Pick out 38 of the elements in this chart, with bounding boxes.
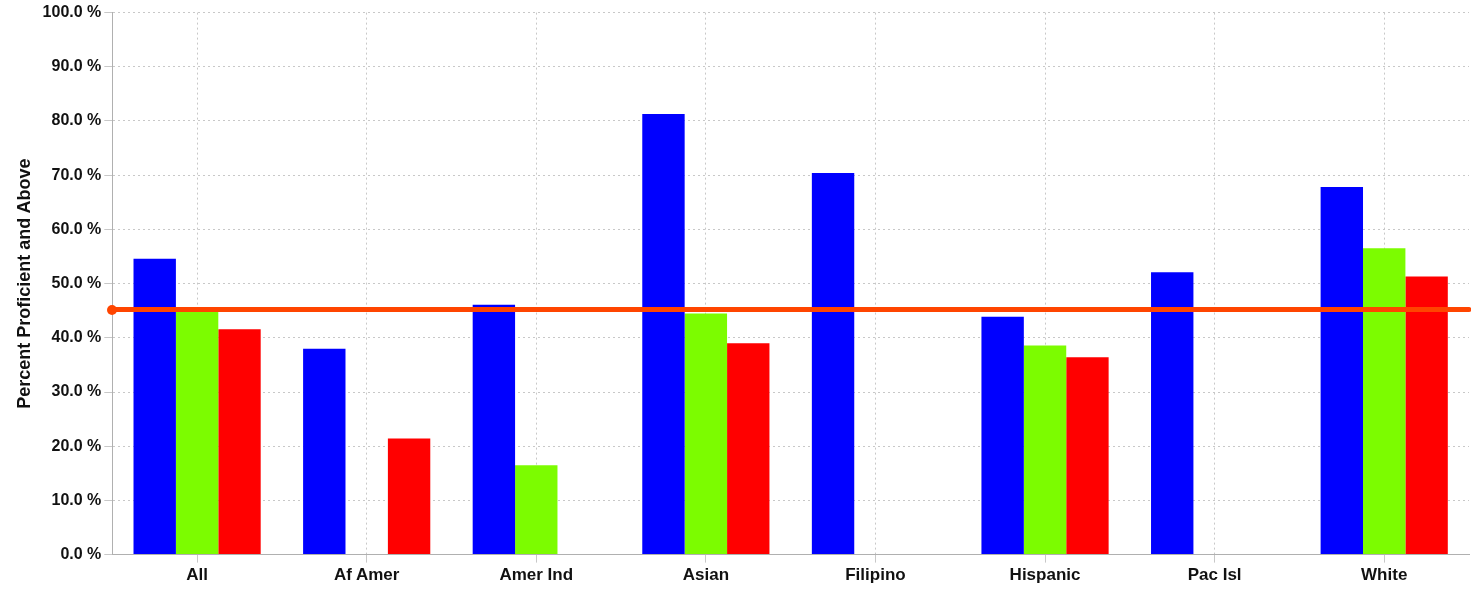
y-tick-label: 50.0 % bbox=[51, 274, 102, 292]
y-tick-label: 80.0 % bbox=[51, 111, 102, 129]
bar bbox=[642, 113, 685, 555]
y-tick-label: 100.0 % bbox=[42, 3, 102, 21]
x-tick-label: Asian bbox=[682, 565, 730, 585]
bar bbox=[981, 316, 1024, 555]
x-tick-label: Amer Ind bbox=[499, 565, 574, 585]
y-tick-label: 30.0 % bbox=[51, 382, 102, 400]
x-tick-label: Pac Isl bbox=[1187, 565, 1242, 585]
y-tick-label: 40.0 % bbox=[51, 328, 102, 346]
bar bbox=[727, 343, 770, 555]
bar bbox=[1320, 187, 1364, 555]
bar bbox=[472, 304, 516, 555]
bar bbox=[1151, 272, 1194, 555]
bar bbox=[811, 173, 855, 555]
y-tick-label: 0.0 % bbox=[60, 545, 102, 563]
x-tick-label: All bbox=[186, 565, 208, 585]
bar bbox=[303, 348, 346, 555]
y-tick-label: 90.0 % bbox=[51, 57, 102, 75]
bar bbox=[175, 310, 219, 555]
x-tick-label: Filipino bbox=[845, 565, 906, 585]
y-tick-label: 70.0 % bbox=[51, 165, 102, 183]
x-tick-label: White bbox=[1361, 565, 1408, 585]
bar bbox=[387, 438, 431, 555]
bar bbox=[684, 313, 728, 555]
bar bbox=[515, 465, 558, 555]
y-tick-label: 20.0 % bbox=[51, 436, 102, 454]
x-tick-label: Hispanic bbox=[1009, 565, 1081, 585]
bar bbox=[1405, 276, 1448, 555]
bar bbox=[1363, 248, 1406, 555]
y-tick-label: 60.0 % bbox=[51, 219, 102, 237]
y-tick-label: 10.0 % bbox=[51, 490, 102, 508]
bar bbox=[1066, 357, 1109, 555]
bar bbox=[218, 329, 261, 555]
x-tick-label: Af Amer bbox=[333, 565, 400, 585]
bar bbox=[1023, 345, 1067, 555]
bar bbox=[133, 258, 176, 555]
y-axis-title: Percent Proficient and Above bbox=[13, 158, 34, 409]
